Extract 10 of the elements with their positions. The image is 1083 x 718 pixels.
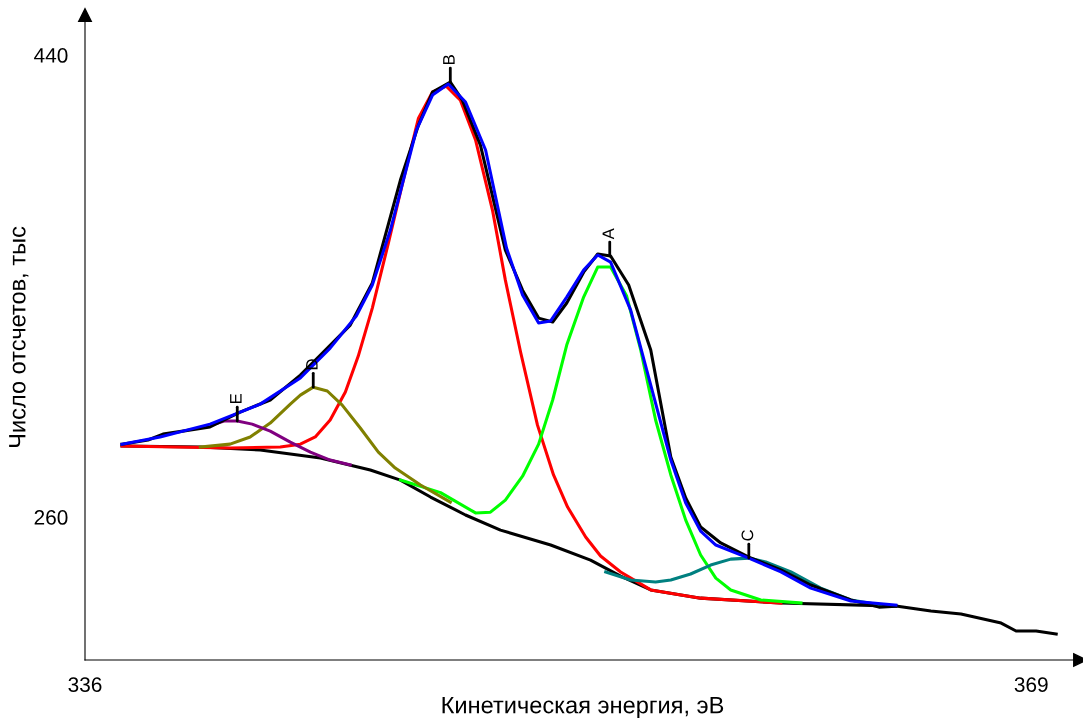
y-tick-label: 260	[34, 510, 68, 525]
annotation: C	[741, 530, 754, 541]
annotation: A	[602, 228, 615, 240]
x-axis-title: Кинетическая энергия, эВ	[442, 696, 724, 718]
y-axis-title: Число отсчетов, тыс	[9, 226, 29, 448]
x-tick-label: 369	[1014, 677, 1048, 692]
annotation: E	[230, 393, 242, 404]
annotation: B	[443, 55, 455, 64]
x-tick-label: 336	[68, 677, 102, 692]
y-tick-label: 440	[34, 48, 68, 63]
